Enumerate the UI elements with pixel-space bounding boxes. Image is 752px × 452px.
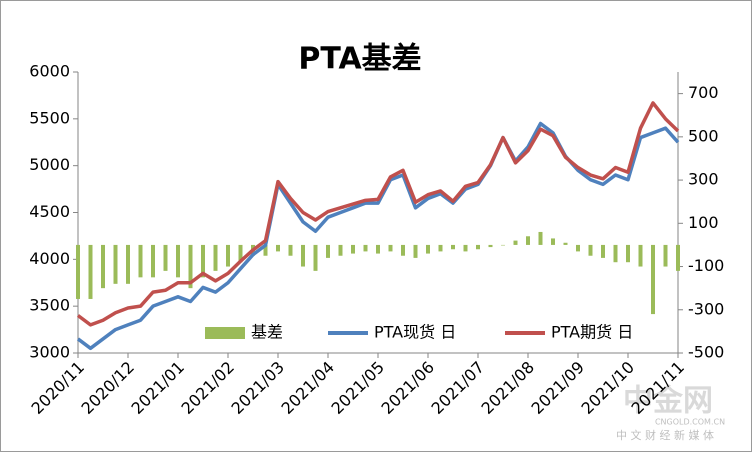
bar	[401, 244, 405, 256]
bar	[313, 244, 318, 271]
bar	[301, 244, 305, 267]
y-tick-label: 4500	[29, 202, 70, 221]
watermark-site: CNGOLD.COM.CN	[655, 418, 725, 427]
bar	[288, 244, 293, 256]
y-tick-label: 3500	[29, 296, 70, 315]
bar	[576, 244, 580, 252]
bar	[476, 244, 480, 250]
line	[76, 101, 680, 327]
bar	[488, 244, 493, 248]
y-tick-label: 3000	[29, 343, 70, 362]
y-tick-label: 5000	[29, 155, 70, 174]
bar	[351, 244, 355, 254]
bar	[663, 244, 668, 267]
bar	[338, 244, 343, 256]
bar	[588, 244, 593, 256]
bar	[226, 244, 230, 267]
legend-label: PTA期货 日	[551, 323, 633, 342]
bar	[601, 244, 605, 258]
y2-tick-label: -100	[688, 256, 724, 275]
y2-tick-label: 500	[688, 126, 719, 145]
bar	[213, 244, 218, 271]
bar	[263, 244, 268, 256]
bar	[438, 244, 443, 252]
bar	[501, 244, 505, 246]
watermark-logo: 中金网	[623, 384, 713, 419]
legend-swatch	[205, 327, 245, 339]
bar	[626, 244, 630, 263]
bar	[538, 231, 543, 245]
watermark-slogan: 中 文 财 经 新 媒 体	[616, 428, 714, 442]
line	[76, 121, 680, 351]
bar	[376, 244, 380, 254]
bar	[513, 240, 518, 245]
y-tick-label: 4000	[29, 249, 70, 268]
chart-title: PTA基差	[298, 42, 421, 77]
bar	[238, 244, 243, 263]
bar	[363, 244, 368, 252]
y2-tick-label: 700	[688, 83, 719, 102]
bar	[88, 244, 93, 299]
bar	[451, 244, 455, 250]
bar	[201, 244, 205, 278]
bar	[651, 244, 655, 315]
bar	[176, 244, 180, 278]
bar	[463, 244, 468, 252]
bar	[638, 244, 643, 267]
legend-label: 基差	[251, 323, 283, 342]
bar	[413, 244, 418, 258]
bar	[388, 244, 393, 252]
bar	[613, 244, 618, 263]
y-tick-label: 6000	[29, 62, 70, 81]
y2-tick-label: -300	[688, 299, 724, 318]
y-tick-label: 5500	[29, 108, 70, 127]
bar	[101, 244, 105, 289]
bar	[326, 244, 330, 258]
bar	[676, 244, 680, 271]
bar	[551, 238, 555, 245]
bar	[151, 244, 155, 278]
bar	[163, 244, 168, 271]
bar	[188, 244, 193, 289]
bar	[113, 244, 118, 284]
bar	[526, 236, 530, 245]
y2-tick-label: 100	[688, 213, 719, 232]
y2-tick-label: -500	[688, 343, 724, 362]
bar	[76, 244, 80, 299]
legend-label: PTA现货 日	[374, 323, 456, 342]
bar	[126, 244, 130, 284]
bar	[276, 244, 280, 252]
bar	[563, 242, 568, 245]
bar	[138, 244, 143, 278]
y2-tick-label: 300	[688, 170, 719, 189]
bar	[426, 244, 430, 254]
